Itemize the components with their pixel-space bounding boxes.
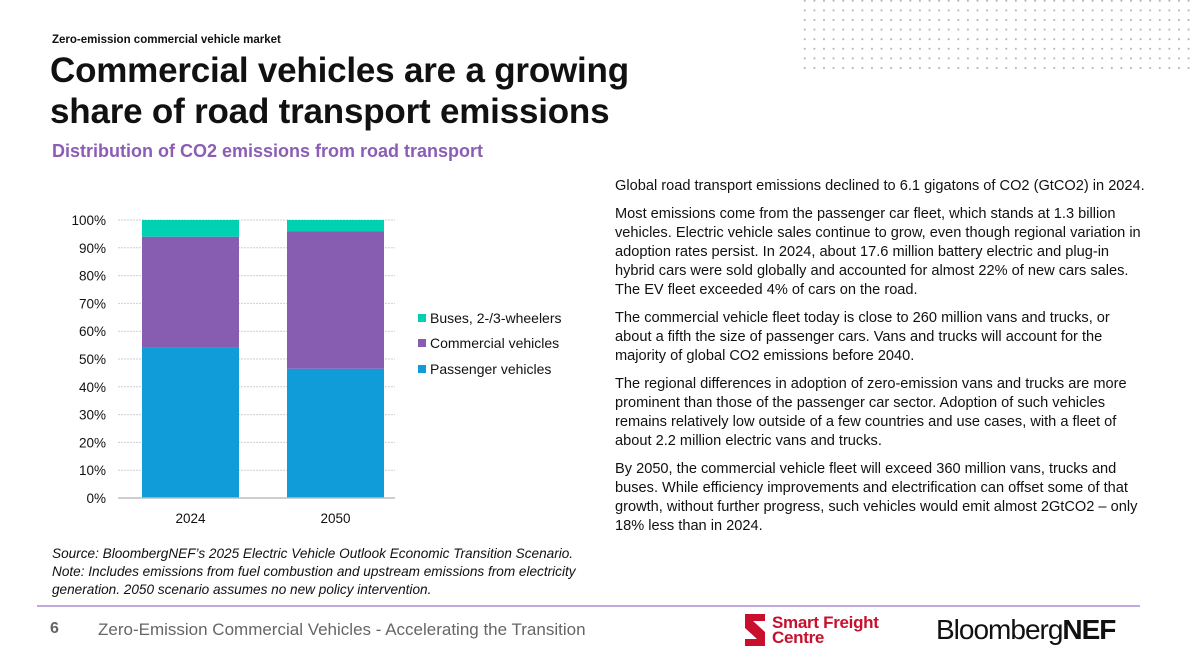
- y-tick-label: 0%: [86, 491, 106, 506]
- y-tick-label: 80%: [79, 269, 106, 284]
- paragraph: Global road transport emissions declined…: [615, 178, 1145, 194]
- dot-pattern-decoration: [800, 0, 1190, 70]
- legend-swatch: [418, 364, 426, 373]
- y-tick-label: 20%: [79, 435, 106, 450]
- legend-swatch: [418, 339, 426, 348]
- paragraph: Most emissions come from the passenger c…: [615, 206, 1141, 298]
- y-tick-label: 10%: [79, 463, 106, 478]
- bar-segment: [287, 220, 384, 232]
- page-number: 6: [50, 620, 59, 637]
- bar-segment: [142, 220, 239, 237]
- legend-label: Commercial vehicles: [430, 335, 560, 352]
- y-tick-label: 70%: [79, 296, 106, 311]
- y-tick-label: 30%: [79, 408, 106, 423]
- legend-swatch: [418, 313, 426, 322]
- y-tick-label: 50%: [79, 352, 106, 367]
- legend-label: Buses, 2-/3-wheelers: [430, 309, 562, 326]
- chart-title: Distribution of CO2 emissions from road …: [52, 141, 484, 161]
- bar-segment: [287, 231, 384, 369]
- legend-item-buses: Buses, 2-/3-wheelers: [418, 305, 562, 331]
- y-tick-label: 40%: [79, 380, 106, 395]
- stacked-bar-chart: 0% 10% 20% 30% 40% 50% 60% 70% 80% 90% 100% 2024 205…: [71, 213, 395, 526]
- body-text: Global road transport emissions declined…: [615, 177, 1145, 545]
- bar-segment: [142, 347, 239, 498]
- x-tick-label: 2024: [175, 511, 206, 526]
- page-title: Commercial vehicles are a growing share …: [50, 50, 629, 132]
- title-line: Commercial vehicles are a growing: [50, 51, 629, 90]
- paragraph: By 2050, the commercial vehicle fleet wi…: [615, 461, 1138, 534]
- smart-freight-centre-logo: Smart Freight Centre: [745, 614, 879, 646]
- y-tick-label: 90%: [79, 241, 106, 256]
- x-tick-label: 2050: [320, 511, 350, 526]
- bar-segment: [287, 368, 384, 498]
- legend-item-commercial: Commercial vehicles: [418, 331, 562, 357]
- y-tick-label: 100%: [71, 213, 106, 228]
- sfc-logo-icon: [745, 614, 765, 646]
- footer-title: Zero-Emission Commercial Vehicles - Acce…: [98, 620, 586, 639]
- legend-item-passenger: Passenger vehicles: [418, 356, 562, 382]
- source-note: Source: BloombergNEF’s 2025 Electric Veh…: [52, 546, 576, 597]
- y-tick-label: 60%: [79, 324, 106, 339]
- paragraph: The regional differences in adoption of …: [615, 376, 1127, 449]
- footer-divider: [37, 605, 1140, 607]
- legend-label: Passenger vehicles: [430, 360, 552, 377]
- title-line: share of road transport emissions: [50, 92, 610, 131]
- paragraph: The commercial vehicle fleet today is cl…: [615, 310, 1110, 364]
- bar-segment: [142, 236, 239, 348]
- chart-legend: Buses, 2-/3-wheelers Commercial vehicles…: [418, 305, 562, 382]
- section-kicker: Zero-emission commercial vehicle market: [52, 34, 281, 46]
- bloombergnef-logo: BloombergNEF: [936, 614, 1116, 645]
